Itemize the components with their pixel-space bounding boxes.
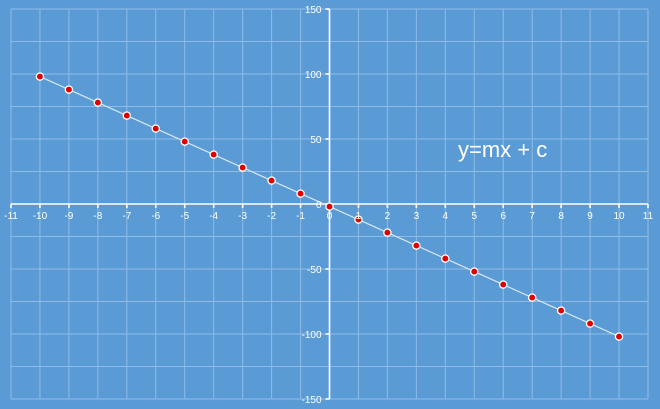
data-point [93, 98, 103, 107]
data-point [325, 202, 334, 211]
x-tick-label: 8 [558, 211, 564, 222]
x-tick-label: -3 [238, 211, 247, 222]
x-tick-label: 11 [643, 211, 654, 222]
data-point [122, 111, 132, 120]
x-tick-label: 5 [471, 211, 477, 222]
x-tick-label: -6 [151, 211, 160, 222]
data-point [441, 254, 450, 263]
x-tick-label: 1 [356, 211, 362, 222]
x-tick-labels: -11 -10 -9 -8 -7 -6 -5 -4 -3 -2 -1 0 1 2 3 4 5 6 7 8 9 10 11 [4, 211, 653, 222]
equation-annotation: y=mx + c [458, 137, 547, 162]
x-tick-label: -10 [33, 211, 48, 222]
data-point [180, 137, 189, 146]
x-tick-label: 4 [443, 211, 449, 222]
x-tick-label: -11 [4, 211, 18, 222]
data-point [35, 72, 45, 81]
y-tick-label: 150 [305, 5, 322, 16]
data-point [151, 124, 161, 133]
x-tick-label: 0 [327, 211, 333, 222]
data-point [527, 293, 537, 302]
x-tick-label: 6 [500, 211, 506, 222]
data-point [209, 150, 218, 159]
x-tick-label: -8 [93, 211, 102, 222]
data-point [354, 215, 363, 224]
x-tick-label: 2 [385, 211, 391, 222]
y-tick-label: -100 [301, 330, 321, 341]
data-point [412, 241, 421, 250]
x-tick-label: 3 [414, 211, 420, 222]
x-tick-label: -1 [296, 211, 305, 222]
y-tick-label: 50 [310, 135, 322, 146]
y-tick-label: 0 [316, 200, 322, 211]
data-point [267, 176, 276, 185]
y-tick-label: -50 [307, 265, 322, 276]
data-point [238, 163, 247, 172]
x-tick-label: -2 [267, 211, 276, 222]
data-point [383, 228, 392, 237]
x-tick-label: -7 [122, 211, 131, 222]
data-point [585, 319, 595, 328]
x-tick-label: 10 [613, 211, 625, 222]
y-tick-label: -150 [301, 395, 321, 406]
data-point [498, 280, 508, 289]
x-tick-label: 9 [587, 211, 593, 222]
x-tick-label: 7 [529, 211, 535, 222]
y-tick-labels: 150 100 50 0 -50 -100 -150 [301, 5, 321, 406]
y-tick-label: 100 [305, 70, 322, 81]
data-point [556, 306, 566, 315]
data-point [296, 189, 305, 198]
series [35, 72, 624, 341]
data-point [614, 332, 624, 341]
x-tick-label: -9 [64, 211, 73, 222]
x-tick-label: -4 [209, 211, 218, 222]
data-point [64, 85, 74, 94]
x-tick-label: -5 [180, 211, 189, 222]
data-point [470, 267, 479, 276]
